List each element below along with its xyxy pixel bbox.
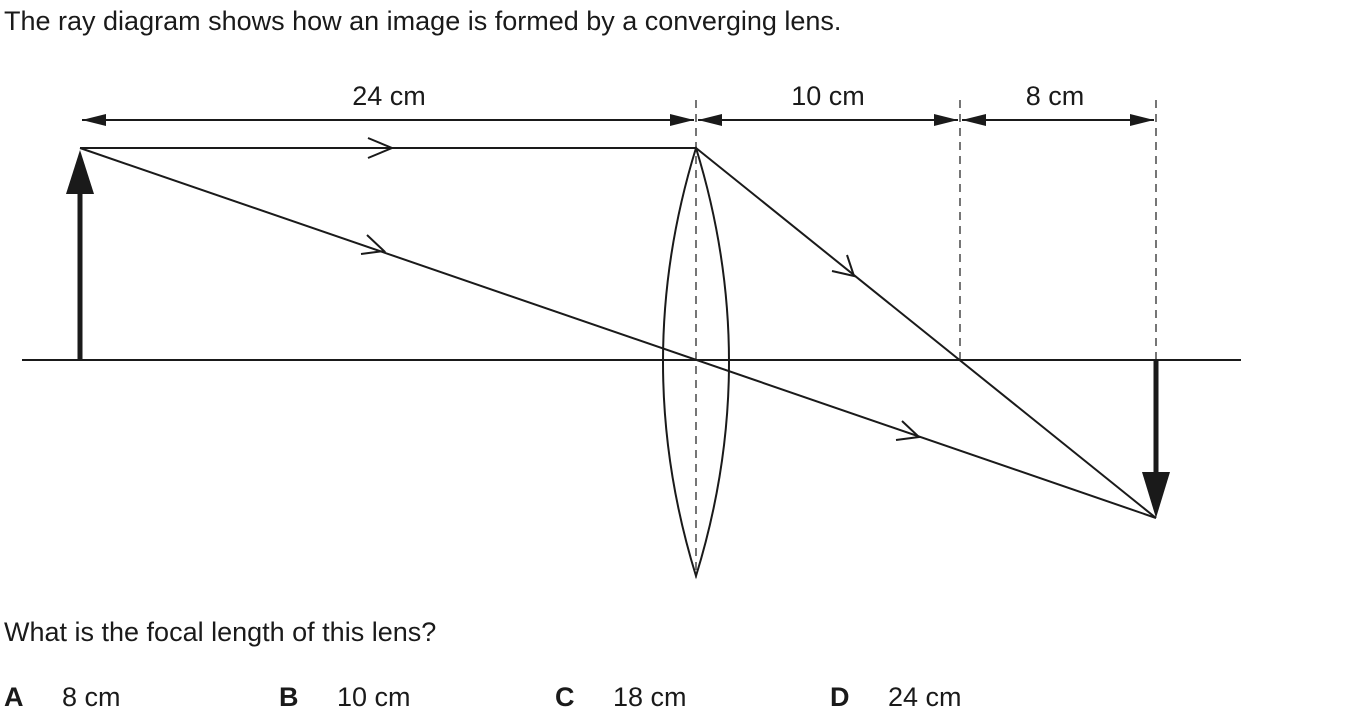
option-a[interactable]: A 8 cm — [4, 680, 204, 716]
option-letter: A — [4, 682, 24, 712]
option-value: 18 cm — [613, 682, 687, 712]
label-focal-distance: 10 cm — [791, 81, 865, 111]
option-value: 24 cm — [888, 682, 962, 712]
option-letter: D — [830, 682, 850, 712]
option-value: 10 cm — [337, 682, 411, 712]
option-c[interactable]: C 18 cm — [555, 680, 755, 716]
question-text: What is the focal length of this lens? — [4, 617, 437, 647]
ray-through-centre — [79, 147, 1157, 519]
ray-direction-arrow — [895, 420, 922, 441]
option-letter: C — [555, 682, 575, 712]
object-arrow-head — [66, 150, 94, 194]
label-object-distance: 24 cm — [352, 81, 426, 111]
ray-parallel-refracted — [695, 147, 1157, 519]
converging-lens — [662, 144, 730, 580]
ray-direction-arrow — [367, 137, 395, 159]
image-arrow-head — [1142, 472, 1170, 518]
answer-options: A 8 cm B 10 cm C 18 cm D 24 cm — [0, 680, 1355, 716]
ray-direction-arrow — [360, 234, 387, 255]
option-b[interactable]: B 10 cm — [279, 680, 479, 716]
label-extra-distance: 8 cm — [1026, 81, 1085, 111]
option-value: 8 cm — [62, 682, 121, 712]
ray-diagram: 24 cm 10 cm 8 cm — [22, 81, 1241, 580]
option-d[interactable]: D 24 cm — [830, 680, 1030, 716]
option-letter: B — [279, 682, 299, 712]
intro-text: The ray diagram shows how an image is fo… — [4, 6, 842, 36]
ray-direction-arrow — [831, 254, 856, 278]
